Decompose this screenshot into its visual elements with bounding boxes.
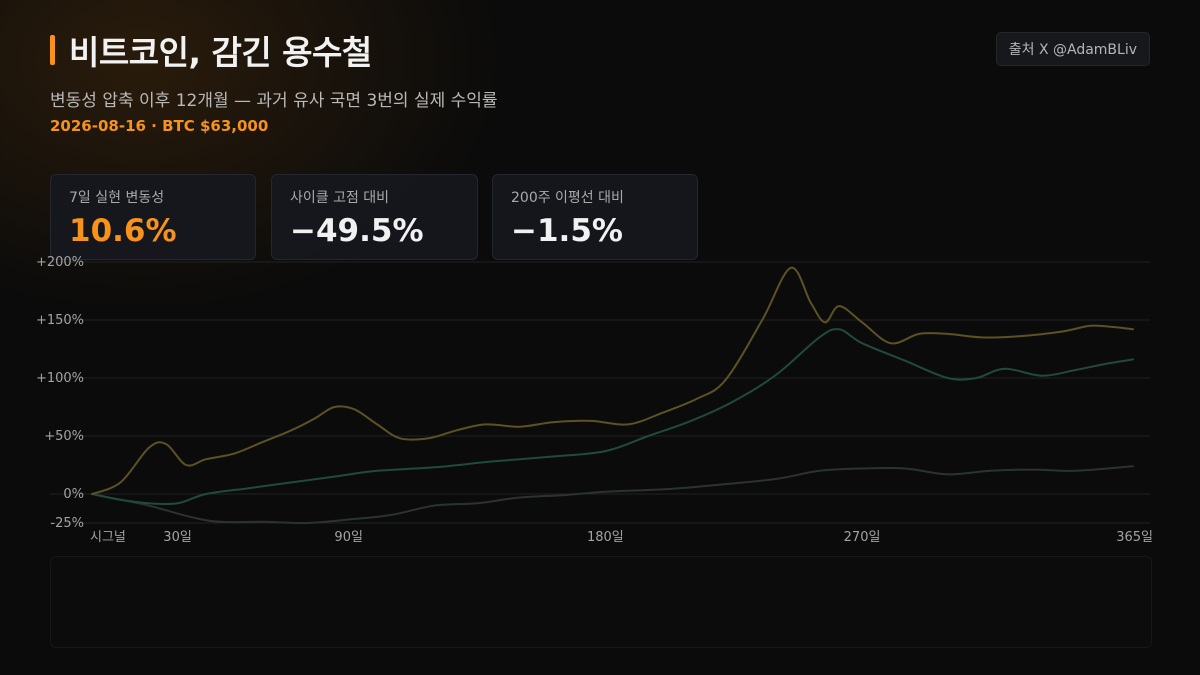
chart-axis-labels: +200% +150% +100% +50% 0% -25% 시그널 30일 90일 180일 27…: [36, 255, 1153, 545]
stat-value: −1.5%: [511, 213, 623, 249]
source-badge[interactable]: 출처 X @AdamBLiv: [995, 32, 1150, 66]
chart-grid: [50, 261, 1150, 524]
stat-card-cycle-high: 사이클 고점 대비 −49.5%: [271, 174, 478, 260]
stat-label: 7일 실현 변동성: [69, 190, 165, 206]
date-price-line: 2026-08-16 · BTC $63,000: [50, 117, 269, 135]
y-tick-label: +100%: [36, 371, 84, 386]
title-accent-bar: [50, 35, 55, 65]
stat-card-200w-ma: 200주 이평선 대비 −1.5%: [492, 174, 698, 260]
page-subtitle: 변동성 압축 이후 12개월 — 과거 유사 국면 3번의 실제 수익률: [50, 91, 498, 111]
y-tick-label: 0%: [63, 487, 84, 502]
y-tick-label: +150%: [36, 313, 84, 328]
page-title: 비트코인, 감긴 용수철: [69, 33, 372, 72]
x-tick-label: 365일: [1116, 530, 1153, 545]
y-tick-label: +50%: [44, 429, 84, 444]
empty-panel: [50, 556, 1152, 648]
stat-value: 10.6%: [69, 213, 177, 249]
series-line-2: [91, 465, 1134, 525]
stat-value: −49.5%: [290, 213, 424, 249]
x-tick-label: 시그널: [90, 530, 126, 545]
stat-label: 200주 이평선 대비: [511, 190, 624, 206]
x-tick-label: 180일: [587, 530, 624, 545]
title-block: 비트코인, 감긴 용수철: [50, 26, 372, 74]
x-tick-label: 270일: [844, 530, 881, 545]
stat-label: 사이클 고점 대비: [290, 190, 390, 206]
y-tick-label: +200%: [36, 255, 84, 270]
stat-card-volatility: 7일 실현 변동성 10.6%: [50, 174, 256, 260]
series-line-0: [91, 266, 1134, 495]
x-tick-label: 90일: [334, 530, 363, 545]
y-tick-label: -25%: [50, 516, 84, 531]
x-tick-label: 30일: [163, 530, 192, 545]
series-line-1: [91, 328, 1134, 506]
chart-series: [91, 266, 1134, 525]
